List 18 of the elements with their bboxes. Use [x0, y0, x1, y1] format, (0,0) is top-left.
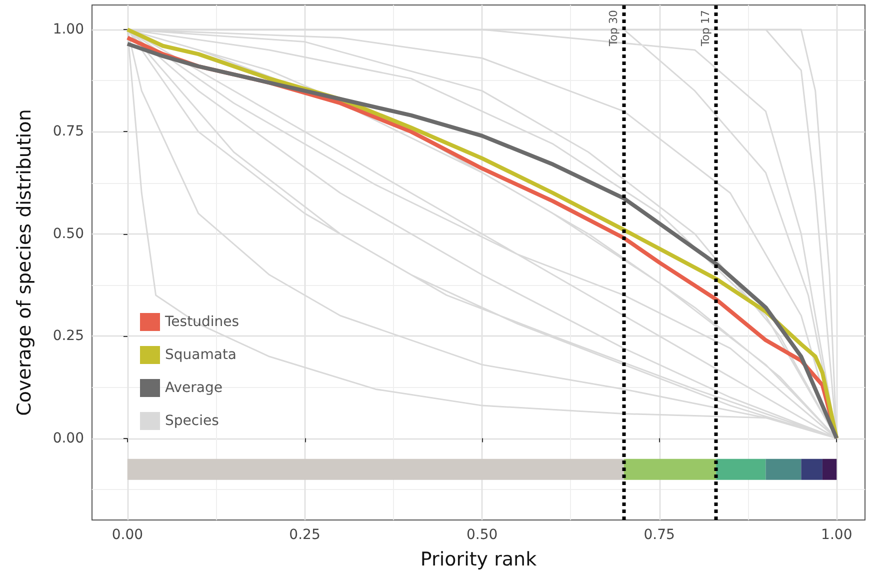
y-tick-label: 0.50 — [52, 226, 84, 242]
ref-line-label: Top 30 — [606, 10, 620, 48]
ref-line-label: Top 17 — [699, 10, 712, 48]
x-tick-label: 0.75 — [644, 527, 675, 543]
legend-label: Species — [165, 413, 219, 429]
x-tick-label: 1.00 — [821, 527, 852, 543]
y-tick-label: 1.00 — [52, 22, 84, 38]
x-tick-label: 0.25 — [289, 527, 320, 543]
y-tick-label: 0.25 — [52, 328, 84, 344]
y-axis-title: Coverage of species distribution — [14, 109, 36, 416]
legend-label: Testudines — [164, 314, 239, 330]
y-tick-label: 0.75 — [52, 124, 84, 140]
x-axis-title: Priority rank — [420, 548, 537, 570]
x-tick-label: 0.00 — [112, 527, 144, 543]
legend-label: Average — [165, 380, 222, 396]
x-tick-label: 0.50 — [466, 527, 498, 543]
y-tick-label: 0.00 — [52, 430, 84, 446]
legend-label: Squamata — [165, 347, 237, 363]
